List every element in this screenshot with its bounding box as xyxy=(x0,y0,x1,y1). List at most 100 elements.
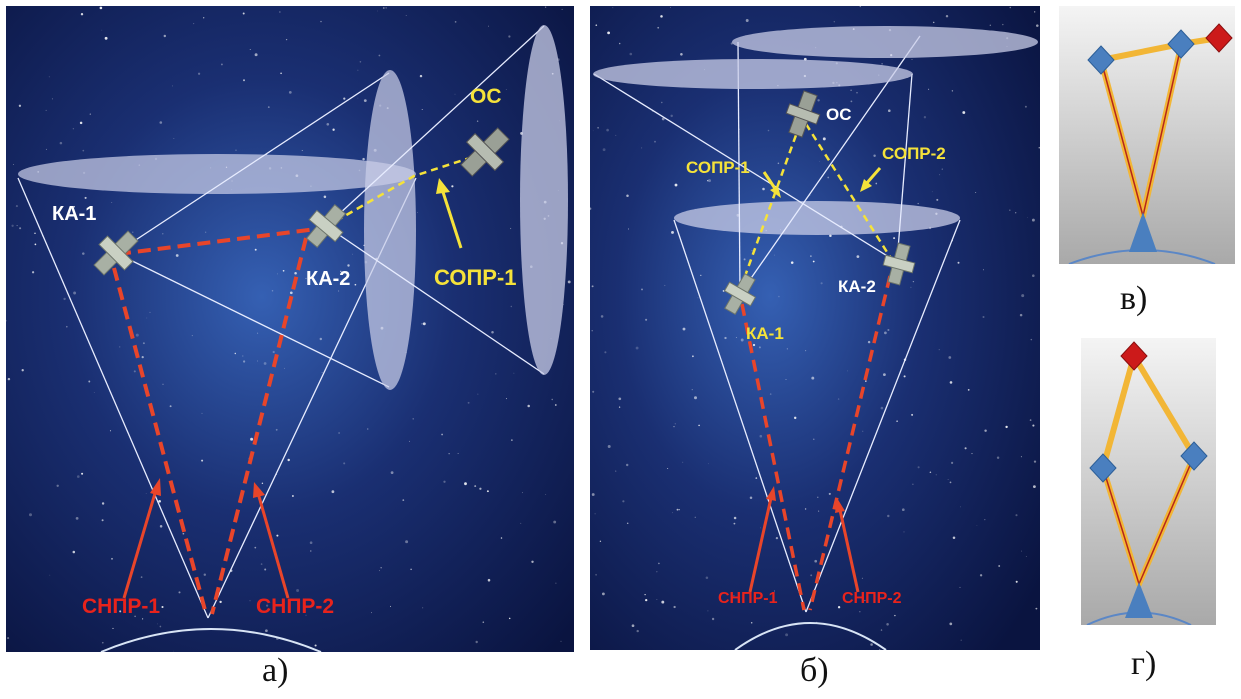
star xyxy=(996,456,1000,460)
star xyxy=(896,420,898,423)
star xyxy=(1025,556,1027,557)
star xyxy=(443,480,446,483)
field-ellipse xyxy=(593,59,913,89)
star xyxy=(760,527,761,529)
star xyxy=(476,120,479,122)
star xyxy=(197,72,201,75)
star xyxy=(813,438,815,440)
star xyxy=(553,520,557,524)
star xyxy=(234,352,237,355)
star xyxy=(263,362,267,365)
arrow-head xyxy=(253,482,265,498)
star xyxy=(949,622,953,626)
star xyxy=(618,397,622,401)
star xyxy=(173,138,175,140)
star xyxy=(670,7,671,8)
satellite-node-icon xyxy=(1167,29,1195,59)
star xyxy=(733,522,736,525)
star xyxy=(357,69,359,71)
star xyxy=(618,42,621,45)
star xyxy=(672,512,673,514)
star xyxy=(814,559,818,563)
link-ka2-ground xyxy=(808,275,892,611)
star xyxy=(287,458,290,462)
panel-v-schema xyxy=(1059,6,1235,264)
star xyxy=(88,380,91,383)
star xyxy=(1024,105,1027,108)
star xyxy=(309,541,313,545)
star xyxy=(678,509,680,511)
field-ellipse xyxy=(364,70,416,390)
star xyxy=(1020,456,1022,458)
star xyxy=(759,434,763,438)
star xyxy=(249,48,251,50)
star xyxy=(948,356,952,359)
star xyxy=(971,453,973,455)
star xyxy=(697,297,699,299)
field-ellipse xyxy=(18,154,416,194)
star xyxy=(733,516,737,520)
star xyxy=(752,343,756,347)
star xyxy=(604,351,607,354)
star xyxy=(707,610,709,612)
star xyxy=(881,62,883,65)
star xyxy=(544,6,547,8)
star xyxy=(505,398,507,400)
star xyxy=(264,568,267,571)
star xyxy=(910,286,912,288)
star xyxy=(827,176,830,179)
star xyxy=(321,371,323,373)
star xyxy=(203,573,206,576)
link-ka2-os xyxy=(335,152,483,223)
star xyxy=(850,100,853,103)
star xyxy=(378,54,381,57)
star xyxy=(592,130,594,132)
star xyxy=(674,183,678,187)
star xyxy=(879,649,881,650)
star xyxy=(790,261,794,264)
star xyxy=(412,418,414,420)
cone-line xyxy=(325,225,545,375)
star xyxy=(680,53,683,56)
star xyxy=(172,650,174,652)
star xyxy=(505,89,507,90)
star xyxy=(457,452,459,454)
star xyxy=(267,106,270,108)
star xyxy=(931,191,933,193)
star xyxy=(159,625,162,628)
star xyxy=(18,104,22,107)
star xyxy=(261,482,264,485)
star xyxy=(464,482,467,486)
star xyxy=(957,261,960,264)
star xyxy=(6,319,7,322)
star xyxy=(607,445,611,448)
label-ka1: КА-1 xyxy=(746,324,784,343)
star xyxy=(612,7,614,9)
star xyxy=(673,605,676,609)
star xyxy=(595,24,598,27)
link-node1-node2 xyxy=(1098,41,1184,63)
star xyxy=(158,499,161,503)
arrow-head xyxy=(150,478,161,496)
star xyxy=(654,140,656,143)
star xyxy=(367,428,369,430)
arrow-head xyxy=(436,178,450,194)
star xyxy=(19,227,22,230)
star xyxy=(201,459,204,462)
star xyxy=(409,440,410,442)
arrow-head xyxy=(770,186,781,198)
star xyxy=(119,346,121,348)
star xyxy=(606,128,609,132)
star xyxy=(343,462,346,465)
star xyxy=(161,605,164,609)
star xyxy=(132,231,134,233)
star xyxy=(859,611,861,613)
star xyxy=(112,627,114,629)
star xyxy=(810,574,813,577)
star xyxy=(817,496,819,498)
star xyxy=(597,126,599,129)
star xyxy=(691,389,693,391)
star xyxy=(837,398,840,400)
label-snpr1: СНПР-1 xyxy=(718,590,778,607)
star xyxy=(305,277,307,279)
